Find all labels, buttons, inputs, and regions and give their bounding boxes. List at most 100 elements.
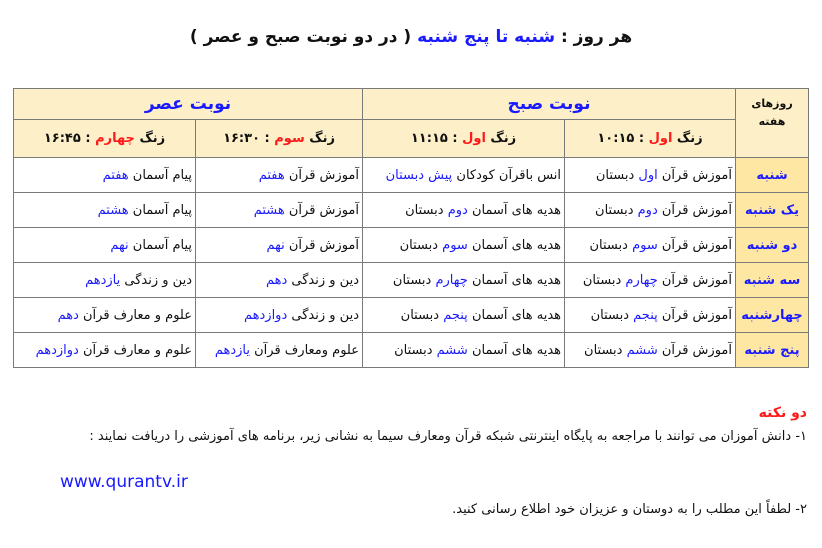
program-cell: آموزش قرآن نهم [195,227,363,263]
table-row: یک شنبه آموزش قرآن دوم دبستان هدیه های آسم… [13,192,809,228]
program-pre: علوم و معارف قرآن [78,342,192,358]
program-highlight: نهم [110,237,129,253]
program-pre: آموزش قرآن [284,202,359,218]
note-2: ۲- لطفاً این مطلب را به دوستان و عزیزان … [452,502,807,517]
program-highlight: اول [638,167,658,183]
program-post: دبستان [590,307,634,323]
program-cell: هدیه های آسمان دوم دبستان [362,192,565,228]
program-pre: هدیه های آسمان [467,237,561,253]
program-pre: آموزش قرآن [657,307,732,323]
title-prefix: هر روز : [555,27,633,47]
bell-pre: زنگ [304,131,335,146]
program-post: دبستان [394,342,437,358]
program-post: دبستان [595,167,639,183]
title-days: شنبه تا پنج شنبه [417,27,556,47]
program-highlight: دهم [265,272,288,288]
bell-pre: زنگ [134,131,166,146]
program-pre: هدیه های آسمان [467,307,561,323]
program-cell: آموزش قرآن دوم دبستان [564,192,736,228]
program-cell: هدیه های آسمان ششم دبستان [362,332,565,368]
day-cell: پنج شنبه [735,332,809,368]
program-pre: آموزش قرآن [657,237,732,253]
notes-section: دو نکته ۱- دانش آموزان می توانند با مراج… [7,405,807,444]
table-row: چهارشنبه آموزش قرآن پنجم دبستان هدیه های آ… [13,297,809,333]
table-row: پنج شنبه آموزش قرآن ششم دبستان هدیه های آس… [13,332,809,368]
program-highlight: سوم [442,237,468,253]
program-pre: دین و زندگی [287,272,359,288]
program-pre: آموزش قرآن [284,167,359,183]
bell-post: : ۱۶:۳۰ [223,131,275,146]
program-post: دبستان [584,342,627,358]
program-cell: دین و زندگی یازدهم [13,262,196,298]
program-cell: پیام آسمان نهم [13,227,196,263]
schedule-table: روزهای هفته نوبت صبح نوبت عصر زنگ اول : … [13,88,809,368]
program-post: دبستان [399,237,443,253]
note-1: ۱- دانش آموزان می توانند با مراجعه به پا… [89,429,807,444]
website-link[interactable]: www.qurantv.ir [60,472,188,492]
morning-shift-header: نوبت صبح [362,88,736,120]
program-pre: هدیه های آسمان [467,272,561,288]
day-cell: یک شنبه [735,192,809,228]
bell-pre: زنگ [672,131,703,146]
program-cell: دین و زندگی دهم [195,262,363,298]
program-cell: دین و زندگی دوازدهم [195,297,363,333]
program-cell: پیام آسمان هشتم [13,192,196,228]
bell-header: زنگ چهارم : ۱۶:۴۵ [13,119,196,158]
bell-highlight: چهارم [95,131,135,146]
program-highlight: دوم [637,202,658,218]
program-cell: آموزش قرآن سوم دبستان [564,227,736,263]
program-cell: هدیه های آسمان چهارم دبستان [362,262,565,298]
program-highlight: دوازدهم [244,307,288,323]
program-cell: علوم و معارف قرآن دهم [13,297,196,333]
program-highlight: چهارم [435,272,468,288]
program-pre: انس باقرآن کودکان [452,167,561,183]
program-highlight: پنجم [633,307,658,323]
program-cell: آموزش قرآن ششم دبستان [564,332,736,368]
program-pre: پیام آسمان [128,237,192,253]
bell-pre: زنگ [485,131,517,146]
program-highlight: سوم [632,237,658,253]
program-post: دبستان [582,272,626,288]
program-highlight: هفتم [102,167,129,183]
bell-header: زنگ اول : ۱۰:۱۵ [564,119,736,158]
program-pre: دین و زندگی [120,272,192,288]
notes-title: دو نکته [758,405,807,421]
program-pre: آموزش قرآن [657,272,732,288]
program-pre: پیام آسمان [128,167,192,183]
bell-highlight: اول [648,131,673,146]
day-cell: شنبه [735,157,809,193]
program-pre: هدیه های آسمان [467,202,561,218]
program-cell: آموزش قرآن اول دبستان [564,157,736,193]
program-highlight: یازدهم [214,342,250,358]
table-row: سه شنبه آموزش قرآن چهارم دبستان هدیه های آ… [13,262,809,298]
program-pre: دین و زندگی [287,307,359,323]
page-title: هر روز : شنبه تا پنج شنبه ( در دو نوبت ص… [0,26,822,48]
program-cell: علوم و معارف قرآن دوازدهم [13,332,196,368]
program-pre: آموزش قرآن [284,237,359,253]
program-highlight: هشتم [253,202,285,218]
program-highlight: ششم [436,342,468,358]
program-highlight: دهم [57,307,79,323]
program-highlight: هفتم [258,167,285,183]
afternoon-shift-header: نوبت عصر [13,88,363,120]
program-highlight: دوازدهم [35,342,79,358]
title-suffix: ( در دو نوبت صبح و عصر ) [189,27,418,47]
bell-post: : ۱۰:۱۵ [597,131,649,146]
program-pre: علوم ومعارف قرآن [250,342,359,358]
program-pre: آموزش قرآن [657,342,732,358]
days-header: روزهای هفته [735,88,809,158]
program-cell: پیام آسمان هفتم [13,157,196,193]
program-highlight: نهم [266,237,285,253]
program-highlight: دوم [447,202,468,218]
bell-header: زنگ اول : ۱۱:۱۵ [362,119,565,158]
program-post: دبستان [405,202,448,218]
table-row: شنبه آموزش قرآن اول دبستان انس باقرآن کودک… [13,157,809,193]
program-cell: آموزش قرآن چهارم دبستان [564,262,736,298]
program-post: دبستان [392,272,436,288]
program-pre: پیام آسمان [128,202,192,218]
bell-post: : ۱۶:۴۵ [43,131,96,146]
program-highlight: ششم [626,342,658,358]
bell-highlight: اول [462,131,486,146]
bell-post: : ۱۱:۱۵ [410,131,463,146]
program-cell: آموزش قرآن هفتم [195,157,363,193]
